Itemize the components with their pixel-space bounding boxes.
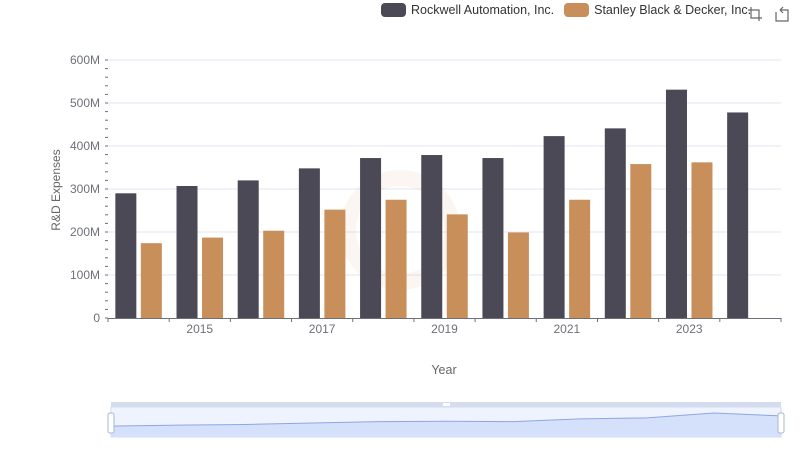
x-axis-ticks: 2015 2017 2019 2021 2023 — [107, 318, 782, 336]
x-tick-label: 2023 — [676, 322, 703, 336]
slider-area — [111, 413, 781, 437]
bar-stanley-2017 — [324, 209, 346, 318]
y-tick-label: 200M — [70, 225, 100, 239]
legend-swatch-rockwell — [381, 3, 406, 17]
restore-icon[interactable] — [774, 6, 790, 22]
slider-line — [110, 412, 782, 427]
x-axis-title: Year — [431, 363, 457, 377]
bar-stanley-2023 — [691, 162, 713, 318]
bar-rockwell-2020 — [482, 158, 504, 318]
bar-stanley-2018 — [385, 199, 407, 318]
bar-rockwell-2014 — [115, 193, 137, 318]
bar-rockwell-2017 — [298, 168, 320, 318]
x-tick-label: 2019 — [431, 322, 458, 336]
bar-stanley-2021 — [569, 199, 591, 318]
series-stanley-bars — [140, 162, 713, 318]
bar-stanley-2019 — [446, 214, 468, 318]
bar-stanley-2016 — [263, 230, 285, 318]
bar-rockwell-2015 — [176, 185, 198, 318]
legend-item-rockwell[interactable]: Rockwell Automation, Inc. — [381, 3, 554, 17]
y-tick-label: 300M — [70, 182, 100, 196]
bar-stanley-2015 — [202, 237, 224, 318]
legend-label-stanley: Stanley Black & Decker, Inc. — [594, 3, 752, 17]
slider-grip — [443, 403, 450, 406]
bar-rockwell-2024 — [727, 112, 749, 319]
y-tick-label: 500M — [70, 96, 100, 110]
slider-handle-right[interactable] — [777, 412, 785, 434]
x-tick-label: 2017 — [309, 322, 336, 336]
x-tick-label: 2021 — [554, 322, 581, 336]
legend-label-rockwell: Rockwell Automation, Inc. — [411, 3, 555, 17]
bar-stanley-2020 — [507, 232, 529, 318]
y-tick-label: 0 — [93, 311, 100, 325]
y-tick-label: 600M — [70, 53, 100, 67]
series-rockwell-bars — [115, 89, 749, 319]
bar-rockwell-2021 — [543, 136, 565, 318]
legend: Rockwell Automation, Inc. Stanley Black … — [381, 3, 761, 17]
y-tick-label: 100M — [70, 268, 100, 282]
zoom-icon[interactable] — [747, 6, 763, 22]
y-tick-label: 400M — [70, 139, 100, 153]
bar-stanley-2022 — [630, 164, 652, 318]
bar-rockwell-2016 — [237, 180, 259, 318]
legend-item-stanley[interactable]: Stanley Black & Decker, Inc. — [564, 3, 751, 17]
slider-handle-left[interactable] — [107, 412, 115, 434]
bar-rockwell-2018 — [360, 158, 382, 318]
bar-stanley-2014 — [140, 243, 162, 318]
data-zoom-slider[interactable] — [107, 402, 785, 438]
bar-rockwell-2019 — [421, 155, 443, 318]
bar-rockwell-2022 — [604, 128, 626, 318]
bar-rockwell-2023 — [665, 89, 687, 318]
legend-swatch-stanley — [564, 3, 590, 17]
x-tick-label: 2015 — [186, 322, 213, 336]
y-axis: 0 100M 200M 300M 400M 500M 600M — [70, 53, 108, 325]
y-axis-title: R&D Expenses — [49, 149, 63, 231]
